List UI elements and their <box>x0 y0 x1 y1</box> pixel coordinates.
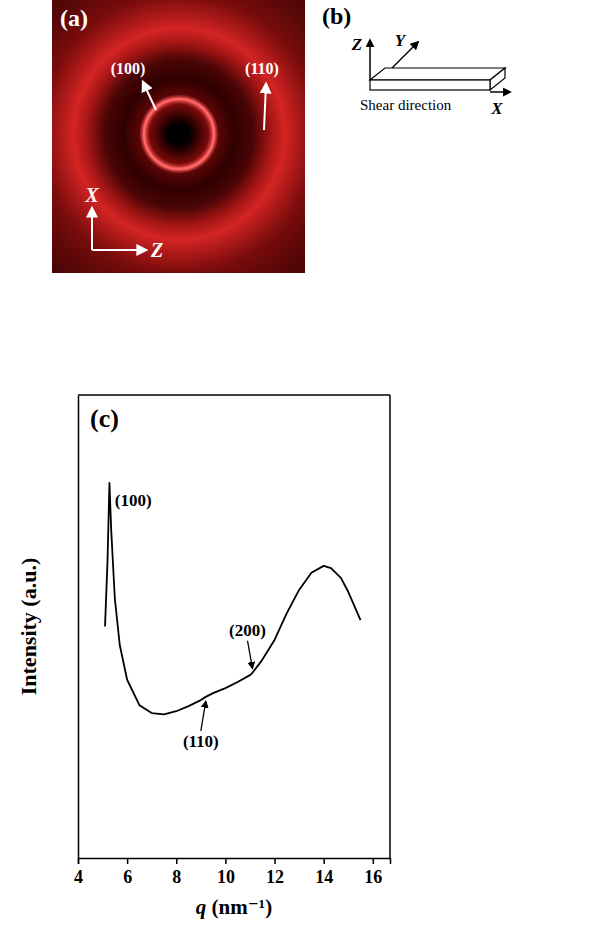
x-axis-line <box>79 859 391 865</box>
reflection-label: (110) <box>245 60 279 78</box>
axis-letter: Z <box>150 239 163 261</box>
x-tick-mark <box>225 858 227 864</box>
annotation-arrow <box>248 641 253 668</box>
axis-arrow <box>369 40 371 80</box>
axis-arrow <box>92 249 146 251</box>
y-axis-title: Intensity (a.u.) <box>16 558 41 696</box>
y-axis-line <box>78 396 80 859</box>
caption: Shear direction <box>360 97 452 113</box>
x-tick: 16 <box>364 858 382 887</box>
figure: (a)(100)(110)XZ(b)ZYXShear direction4681… <box>0 0 601 926</box>
x-tick-mark <box>78 858 80 864</box>
x-axis-title: q (nm⁻¹) <box>196 895 272 919</box>
x-tick-label: 12 <box>266 867 284 887</box>
x-tick: 14 <box>315 858 333 887</box>
x-tick-mark <box>323 858 325 864</box>
pattern-image <box>52 0 305 273</box>
annotation-arrow <box>201 702 206 731</box>
inner-ring <box>144 99 214 169</box>
axis-arrow <box>91 208 93 250</box>
frame <box>389 395 391 858</box>
axis-letter: Y <box>395 31 407 50</box>
panel-label: (b) <box>322 3 351 29</box>
x-tick-label: 6 <box>123 867 132 887</box>
x-tick-mark <box>176 858 178 864</box>
reflection-arrow <box>143 82 156 110</box>
x-tick-mark <box>127 858 129 864</box>
x-tick-label: 8 <box>172 867 181 887</box>
annotation: (110) <box>183 732 219 751</box>
chart-panel: 4 6 8 10 12 14 16 (c) q (nm⁻¹) Intensity (a.u.) (1… <box>16 395 391 919</box>
x-tick: 4 <box>74 858 83 887</box>
slab-front <box>370 80 490 90</box>
reflection-arrow <box>264 84 266 130</box>
axis-letter: Z <box>351 35 362 54</box>
x-tick-label: 14 <box>315 867 333 887</box>
slab-side <box>490 68 505 90</box>
x-tick-mark <box>274 858 276 864</box>
x-tick-label: 16 <box>364 867 382 887</box>
x-tick: 6 <box>123 858 132 887</box>
panel-label: (c) <box>90 404 119 433</box>
annotation: (200) <box>229 621 266 640</box>
panel-label: (a) <box>60 5 88 31</box>
axis-letter: X <box>490 99 503 118</box>
reflection-label: (100) <box>111 60 146 78</box>
annotation: (100) <box>115 491 152 510</box>
x-tick: 10 <box>217 858 235 887</box>
axis-arrow <box>490 91 510 93</box>
x-tick: 12 <box>266 858 284 887</box>
diagram-panel: (b)Z Y X Shear direction <box>322 3 510 118</box>
pattern-panel <box>52 0 305 273</box>
axis-letter: X <box>84 184 99 206</box>
x-tick-mark <box>373 858 375 864</box>
plot-area <box>105 483 360 714</box>
x-axis: 4 6 8 10 12 14 16 <box>74 858 391 887</box>
frame <box>78 394 390 396</box>
x-tick-label: 4 <box>74 867 83 887</box>
x-tick-label: 10 <box>217 867 235 887</box>
intensity-line <box>105 483 360 714</box>
y-axis <box>78 396 79 859</box>
slab-top <box>370 68 505 80</box>
x-tick: 8 <box>172 858 181 887</box>
